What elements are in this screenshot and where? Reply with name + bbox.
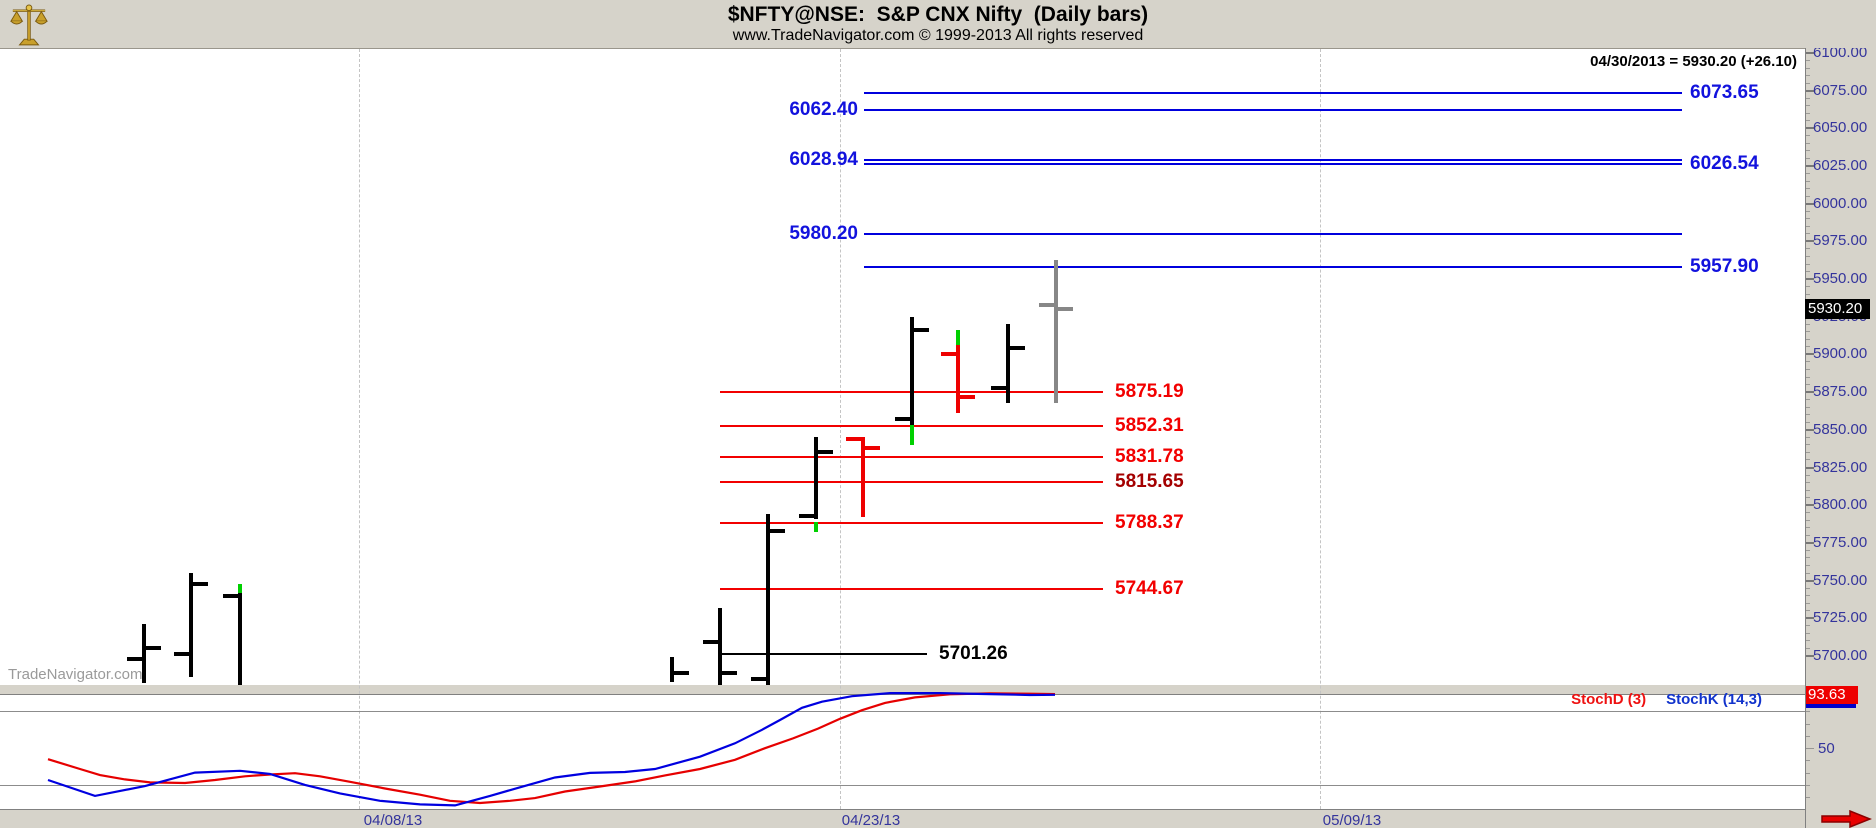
watermark: TradeNavigator.com xyxy=(8,666,143,683)
price-chart-panel[interactable] xyxy=(0,48,1805,686)
price-axis[interactable] xyxy=(1805,48,1876,828)
legend-stochk[interactable]: StochK (14,3) xyxy=(1666,691,1762,708)
legend-stochd[interactable]: StochD (3) xyxy=(1571,691,1647,708)
stochastic-panel[interactable] xyxy=(0,694,1805,810)
chart-header: $NFTY@NSE: S&P CNX Nifty (Daily bars) ww… xyxy=(0,0,1876,48)
stochastic-mid-level-label: 50 xyxy=(1818,740,1835,757)
panel-divider[interactable] xyxy=(0,685,1805,694)
stochastic-value-badge: 93.63 xyxy=(1806,686,1858,704)
last-price-badge: 5930.20 xyxy=(1805,299,1870,319)
last-quote-annotation: 04/30/2013 = 5930.20 (+26.10) xyxy=(1590,53,1797,70)
trade-navigator-logo-icon xyxy=(10,4,48,46)
date-axis[interactable] xyxy=(0,809,1805,828)
stochastic-legend: StochD (3) StochK (14,3) xyxy=(1380,691,1762,708)
page-title: $NFTY@NSE: S&P CNX Nifty (Daily bars) xyxy=(727,3,1149,26)
scroll-right-arrow-icon[interactable] xyxy=(1820,810,1872,828)
page-subtitle: www.TradeNavigator.com © 1999-2013 All r… xyxy=(732,27,1144,44)
stochastic-k-badge-sliver xyxy=(1806,704,1856,708)
